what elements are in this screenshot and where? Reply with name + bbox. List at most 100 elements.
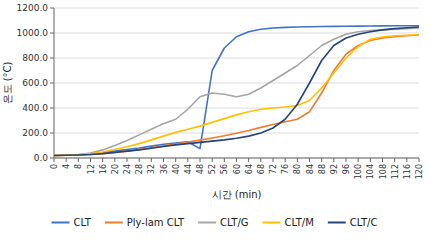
x-tick [419,158,420,162]
x-tick-label: 32 [147,164,156,174]
y-tick-label: 1000.0 [17,28,49,38]
x-tick-label: 68 [257,164,266,174]
x-tick [90,158,91,162]
x-tick-label: 96 [342,164,351,174]
x-tick [151,158,152,162]
legend-item: CLT/C [328,217,378,228]
x-tick [248,158,249,162]
x-tick-label: 36 [160,164,169,174]
x-tick [297,158,298,162]
legend-swatch [263,222,281,224]
x-tick [260,158,261,162]
legend-swatch [52,222,70,224]
legend-label: CLT [74,217,92,228]
x-tick [212,158,213,162]
x-tick [78,158,79,162]
grid-line [54,58,419,59]
y-tick [50,158,54,159]
x-tick-label: 120 [415,164,424,179]
x-tick-label: 88 [318,164,327,174]
legend-label: Ply-lam CLT [127,217,185,228]
series-line [54,27,419,156]
legend-swatch [105,222,123,224]
x-tick-label: 28 [135,164,144,174]
x-tick-label: 60 [233,164,242,174]
x-tick-label: 4 [62,164,71,169]
x-tick [370,158,371,162]
y-tick-label: 0.0 [34,153,49,163]
x-tick [309,158,310,162]
x-tick [175,158,176,162]
legend-swatch [198,222,216,224]
x-tick-label: 8 [74,164,83,169]
y-tick-label: 400.0 [22,103,48,113]
x-tick-label: 104 [366,164,375,179]
x-tick-label: 108 [379,164,388,179]
y-tick-label: 1200.0 [17,3,49,13]
x-tick-label: 84 [306,164,315,174]
y-tick [50,108,54,109]
x-tick-label: 52 [208,164,217,174]
legend-swatch [328,222,346,224]
x-tick-label: 80 [293,164,302,174]
x-tick [163,158,164,162]
x-tick [102,158,103,162]
series-line [54,35,419,156]
x-tick [285,158,286,162]
x-tick-label: 40 [172,164,181,174]
x-tick [358,158,359,162]
x-tick-label: 72 [269,164,278,174]
y-tick [50,33,54,34]
x-tick [114,158,115,162]
x-tick-label: 20 [111,164,120,174]
x-tick-label: 44 [184,164,193,174]
x-tick-label: 76 [281,164,290,174]
axes: 0.0200.0400.0600.0800.01000.01200.004812… [17,3,425,179]
x-tick [224,158,225,162]
x-tick [394,158,395,162]
y-tick [50,58,54,59]
legend-item: CLT [52,217,92,228]
grid-line [54,8,419,9]
x-tick-label: 64 [245,164,254,174]
x-tick-label: 0 [50,164,59,169]
y-tick-label: 600.0 [22,78,48,88]
x-tick [200,158,201,162]
x-tick-label: 16 [99,164,108,174]
x-tick-label: 56 [220,164,229,174]
x-tick [406,158,407,162]
x-tick [139,158,140,162]
y-tick-label: 200.0 [22,128,48,138]
x-tick [187,158,188,162]
x-axis-label: 시간 (min) [212,189,262,200]
y-tick [50,83,54,84]
y-tick [50,133,54,134]
series-line [54,26,419,156]
x-tick [66,158,67,162]
x-tick-label: 112 [391,164,400,179]
grid-line [54,83,419,84]
y-tick-label: 800.0 [22,53,48,63]
grid-line [54,158,419,159]
x-tick-label: 12 [87,164,96,174]
x-tick [382,158,383,162]
x-tick [54,158,55,162]
x-tick-label: 24 [123,164,132,174]
x-tick-label: 116 [403,164,412,179]
x-tick [273,158,274,162]
x-axis-line [54,158,419,159]
x-tick [346,158,347,162]
x-tick-label: 48 [196,164,205,174]
x-tick-label: 100 [354,164,363,179]
grid [54,8,419,158]
y-axis-label: 온도 (°C) [2,61,13,104]
legend-item: CLT/G [198,217,248,228]
grid-line [54,108,419,109]
x-tick [127,158,128,162]
legend-label: CLT/G [220,217,248,228]
series-line [54,35,419,156]
series-lines [54,26,419,156]
x-tick-label: 92 [330,164,339,174]
legend: CLTPly-lam CLTCLT/GCLT/MCLT/C [52,217,378,228]
chart: 0.0200.0400.0600.0800.01000.01200.004812… [0,0,429,245]
